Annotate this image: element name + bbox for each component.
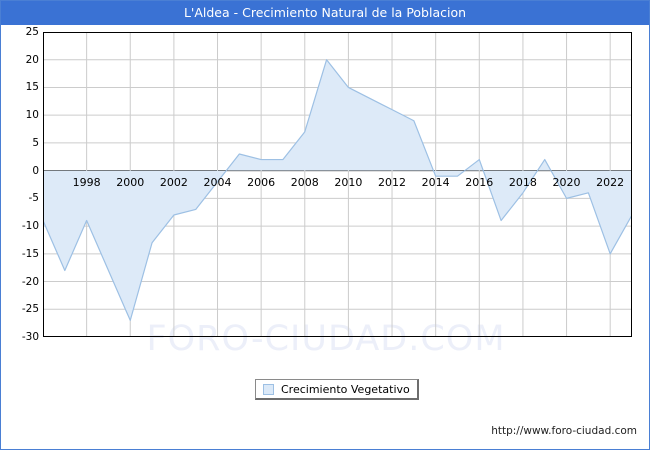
y-axis-tick-label: 15 xyxy=(25,81,39,94)
legend-label: Crecimiento Vegetativo xyxy=(281,382,410,396)
y-axis-tick-label: -25 xyxy=(21,303,39,316)
y-axis-tick-label: -5 xyxy=(28,192,39,205)
legend-swatch-icon xyxy=(263,383,274,395)
y-axis: 25 20 15 10 5 0 -5 -10 -15 -20 -25 -30 xyxy=(1,27,39,343)
y-axis-tick-label: 5 xyxy=(32,136,39,149)
chart-legend: Crecimiento Vegetativo xyxy=(255,379,419,400)
chart-plot-area xyxy=(43,32,632,337)
page-title: L'Aldea - Crecimiento Natural de la Pobl… xyxy=(1,1,649,25)
y-axis-tick-label: 20 xyxy=(25,53,39,66)
chart-series-crecimiento-vegetativo xyxy=(43,59,632,321)
y-axis-tick-label: -15 xyxy=(21,247,39,260)
y-axis-tick-label: 10 xyxy=(25,109,39,122)
y-axis-tick-label: 25 xyxy=(25,26,39,38)
y-axis-tick-label: 0 xyxy=(32,164,39,177)
y-axis-tick-label: -10 xyxy=(21,220,39,233)
y-axis-tick-label: -30 xyxy=(21,331,39,343)
y-axis-tick-label: -20 xyxy=(21,275,39,288)
footer-url: http://www.foro-ciudad.com xyxy=(491,425,637,437)
